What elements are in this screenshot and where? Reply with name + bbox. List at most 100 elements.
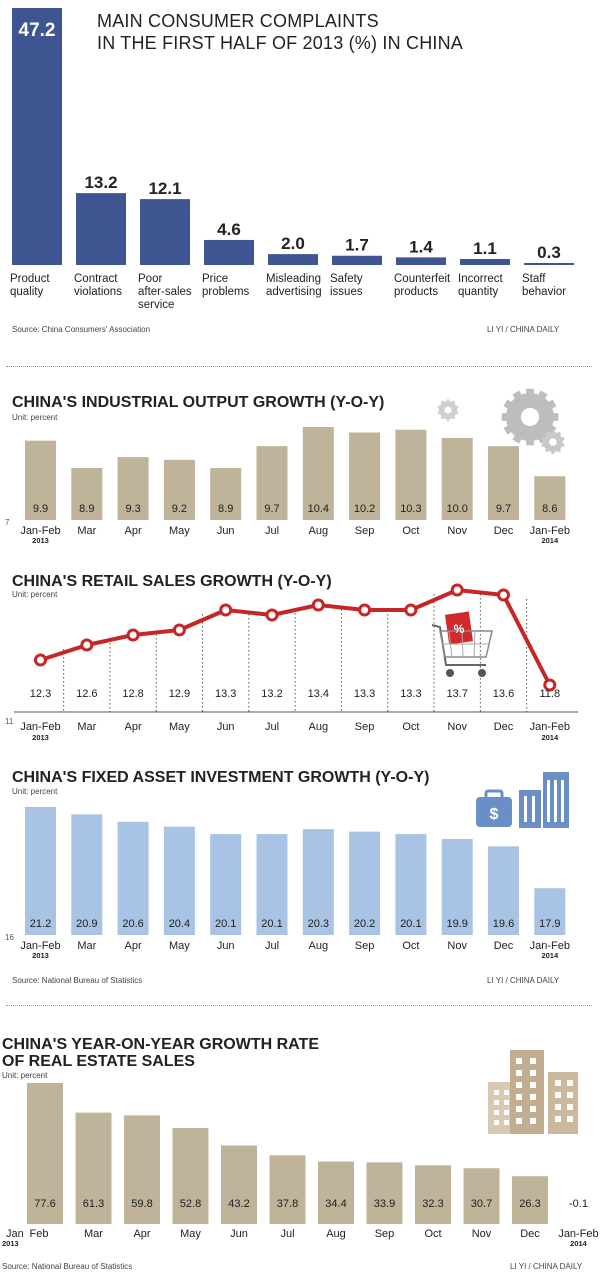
- x-tick-label: May: [169, 525, 190, 537]
- data-label: 30.7: [471, 1198, 492, 1210]
- data-point: [358, 603, 372, 617]
- data-label: 12.3: [30, 688, 51, 700]
- data-point: [450, 583, 464, 597]
- data-label: 13.3: [354, 688, 375, 700]
- x-tick-label: Dec: [494, 940, 514, 952]
- x-tick-label: Jan-Feb: [20, 940, 60, 952]
- category-label: products: [394, 286, 438, 298]
- x-tick-label: Mar: [84, 1228, 103, 1240]
- x-tick-label: Dec: [520, 1228, 540, 1240]
- section-divider: [6, 1005, 592, 1006]
- data-label: 33.9: [374, 1198, 395, 1210]
- data-label: 13.7: [446, 688, 467, 700]
- bar: [302, 427, 334, 520]
- category-label: advertising: [266, 286, 322, 298]
- data-point: [543, 678, 557, 692]
- bar: [256, 834, 288, 935]
- bar: [332, 255, 382, 265]
- cart-badge-text: %: [454, 622, 465, 636]
- data-label: 20.6: [122, 918, 143, 930]
- bar: [349, 432, 381, 520]
- data-label: 77.6: [34, 1198, 55, 1210]
- bar: [441, 839, 473, 935]
- data-label: 8.9: [218, 503, 233, 515]
- x-tick-label: Oct: [424, 1228, 441, 1240]
- x-tick-label: Nov: [447, 525, 467, 537]
- industrial-output-panel: CHINA'S INDUSTRIAL OUTPUT GROWTH (Y-O-Y)…: [0, 370, 600, 565]
- bar: [71, 814, 103, 935]
- bar: [12, 8, 62, 265]
- bar: [268, 254, 318, 265]
- bar: [349, 831, 381, 935]
- x-tick-label: Sep: [375, 1228, 395, 1240]
- category-label: Product: [10, 273, 50, 285]
- data-label: 20.1: [215, 918, 236, 930]
- data-label: 4.6: [217, 220, 241, 239]
- bar: [163, 459, 195, 520]
- category-label: Misleading: [266, 273, 321, 285]
- data-label: 12.9: [169, 688, 190, 700]
- data-label: 59.8: [131, 1198, 152, 1210]
- data-label: 1.7: [345, 236, 369, 255]
- bar: [441, 437, 473, 520]
- x-tick-label: Jul: [265, 721, 279, 733]
- data-label: 20.3: [308, 918, 329, 930]
- year-label: 2013: [32, 951, 49, 960]
- source-note: Source: China Consumers' Association: [12, 325, 151, 334]
- data-label: 8.9: [79, 503, 94, 515]
- bar: [25, 440, 56, 520]
- data-label: 9.7: [496, 503, 511, 515]
- data-point: [172, 623, 186, 637]
- x-tick-label: Nov: [447, 940, 467, 952]
- x-tick-label: Jun: [217, 940, 235, 952]
- x-tick-label: Mar: [77, 525, 96, 537]
- x-tick-label: Aug: [326, 1228, 346, 1240]
- year-label: 2014: [541, 733, 559, 742]
- credit-line: LI YI / CHINA DAILY: [510, 1262, 583, 1271]
- bar: [488, 446, 519, 520]
- bar: [27, 1083, 63, 1224]
- gear-icon: [501, 388, 559, 446]
- data-label: 1.1: [473, 239, 497, 258]
- data-label: 13.4: [308, 688, 329, 700]
- chart-title: CHINA'S RETAIL SALES GROWTH (Y-O-Y): [12, 573, 332, 590]
- x-tick-label: Apr: [125, 721, 142, 733]
- x-tick-label: Dec: [494, 721, 514, 733]
- bar: [76, 193, 126, 265]
- x-tick-label: Oct: [402, 721, 419, 733]
- bar: [302, 829, 334, 935]
- data-label: 8.6: [542, 503, 557, 515]
- category-label: quantity: [458, 286, 499, 298]
- data-label: 13.2: [261, 688, 282, 700]
- category-label: Contract: [74, 273, 118, 285]
- chart-title-line2: IN THE FIRST HALF OF 2013 (%) IN CHINA: [97, 33, 464, 53]
- x-tick-label: May: [169, 721, 190, 733]
- bar: [488, 846, 519, 935]
- data-point: [34, 653, 47, 667]
- category-label: problems: [202, 286, 250, 298]
- bar: [524, 263, 574, 265]
- data-point: [80, 638, 94, 652]
- unit-label: Unit: percent: [12, 413, 58, 422]
- data-label: 20.9: [76, 918, 97, 930]
- data-label: 61.3: [83, 1198, 104, 1210]
- bar: [117, 457, 149, 520]
- data-label: 12.8: [122, 688, 143, 700]
- bar: [534, 888, 566, 935]
- x-tick-label: Nov: [472, 1228, 492, 1240]
- bar: [460, 259, 510, 265]
- data-label: 19.6: [493, 918, 514, 930]
- x-tick-label: Aug: [309, 940, 329, 952]
- bar: [395, 834, 427, 935]
- x-tick-label: Jun: [230, 1228, 248, 1240]
- year-label: 2013: [32, 536, 49, 545]
- industrial-output-chart: 79.9Jan-Feb20138.9Mar9.3Apr9.2May8.9Jun9…: [5, 388, 570, 545]
- year-label: 2013: [32, 733, 49, 742]
- bar: [534, 476, 566, 520]
- x-tick-label: Dec: [494, 525, 514, 537]
- bar: [204, 239, 254, 265]
- data-label: 13.3: [400, 688, 421, 700]
- x-tick-label: Jan-Feb: [558, 1228, 598, 1240]
- bar: [366, 1162, 403, 1224]
